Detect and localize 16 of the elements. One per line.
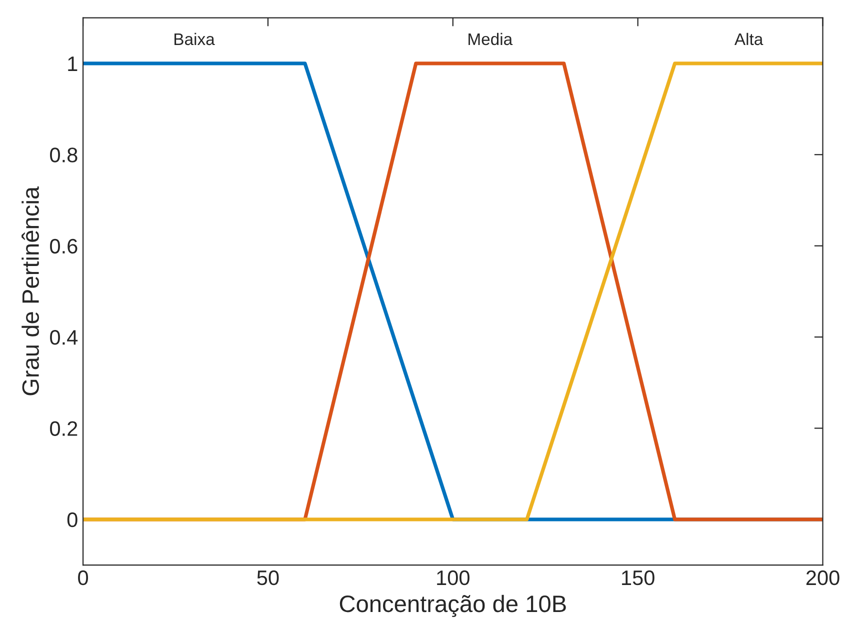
- y-tick-label: 0.6: [50, 238, 78, 254]
- x-tick-label: 200: [806, 570, 840, 586]
- x-tick-label: 100: [437, 570, 470, 586]
- x-tick-label: 150: [622, 570, 654, 586]
- y-tick-label: 0.2: [50, 421, 78, 436]
- y-tick-label: 0.8: [50, 148, 78, 162]
- x-tick-label: 0: [78, 570, 88, 586]
- series-label: Media: [468, 32, 513, 46]
- series-label: Baixa: [174, 32, 215, 46]
- series-label: Alta: [734, 32, 764, 46]
- y-axis-title: Grau de Pertinência: [22, 186, 39, 396]
- x-axis-title: Concentração de 10B: [340, 594, 566, 617]
- y-tick-label: 1: [68, 56, 78, 71]
- x-tick-label: 50: [257, 570, 279, 586]
- y-tick-label: 0.4: [50, 330, 78, 345]
- y-tick-label: 0: [67, 512, 78, 528]
